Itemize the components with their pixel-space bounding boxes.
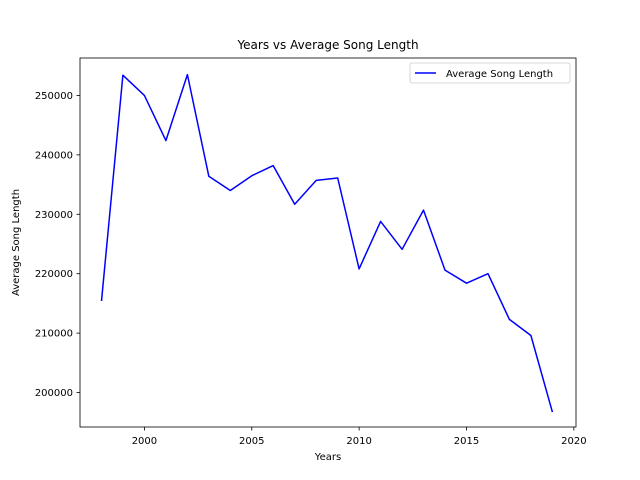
y-tick-label: 240000 — [35, 150, 73, 161]
y-axis-ticks: 200000 210000 220000 230000 240000 250000 — [35, 91, 80, 399]
legend-label: Average Song Length — [446, 69, 553, 80]
plot-frame — [79, 57, 577, 428]
plot-lines — [100, 73, 554, 413]
y-tick-label: 220000 — [35, 269, 73, 280]
y-tick-label: 250000 — [35, 91, 73, 102]
chart-title: Years vs Average Song Length — [236, 38, 418, 52]
y-tick-label: 230000 — [35, 210, 73, 221]
x-tick-label: 2000 — [132, 436, 157, 447]
x-tick-label: 2020 — [561, 436, 586, 447]
y-tick-label: 200000 — [35, 388, 73, 399]
x-tick-label: 2005 — [239, 436, 264, 447]
y-tick-label: 210000 — [35, 329, 73, 340]
x-axis-label: Years — [314, 452, 341, 463]
x-axis-ticks: 2000 2005 2010 2015 2020 — [132, 427, 587, 447]
x-tick-label: 2010 — [346, 436, 371, 447]
series-line — [100, 73, 554, 413]
y-axis-label: Average Song Length — [11, 189, 22, 296]
legend-box — [409, 62, 571, 84]
x-tick-label: 2015 — [454, 436, 479, 447]
legend: Average Song Length — [409, 62, 571, 84]
